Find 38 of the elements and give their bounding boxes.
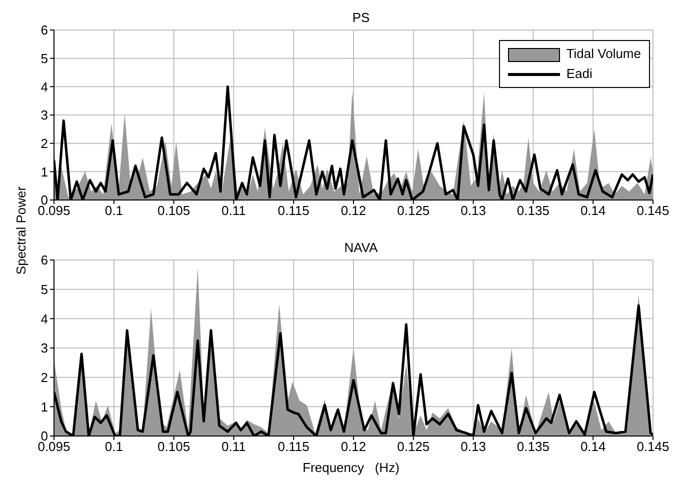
x-tick-label: 0.11	[222, 203, 246, 218]
legend-label: Tidal Volume	[566, 46, 641, 61]
x-tick-label: 0.13	[460, 439, 486, 454]
x-tick-label: 0.115	[278, 439, 310, 454]
y-tick-label: 1	[40, 399, 48, 414]
y-tick-label: 6	[40, 22, 48, 38]
x-tick-label: 0.105	[158, 439, 190, 454]
legend-label: Eadi	[566, 66, 592, 81]
x-tick-label: 0.145	[636, 439, 670, 454]
y-tick-label: 3	[40, 340, 48, 356]
x-tick-label: 0.135	[516, 203, 550, 218]
x-tick-label: 0.14	[580, 439, 606, 454]
x-tick-label: 0.12	[340, 203, 366, 218]
x-axis-title: Frequency (Hz)	[302, 460, 400, 475]
y-tick-label: 1	[40, 164, 48, 180]
x-tick-label: 0.1	[104, 203, 123, 218]
x-tick-label: 0.12	[340, 439, 366, 454]
x-tick-label: 0.1	[104, 439, 123, 454]
y-tick-label: 5	[40, 282, 48, 297]
x-tick-label: 0.11	[222, 439, 246, 454]
y-tick-label: 6	[40, 252, 48, 268]
y-tick-label: 2	[40, 136, 48, 151]
chart-title: PS	[351, 10, 371, 25]
x-tick-label: 0.14	[580, 203, 606, 218]
x-tick-label: 0.105	[158, 203, 190, 218]
y-axis-title: Spectral Power	[14, 185, 28, 277]
y-tick-label: 4	[40, 311, 48, 326]
chart-title: NAVA	[343, 240, 379, 255]
x-tick-label: 0.125	[397, 439, 430, 454]
x-tick-label: 0.135	[516, 439, 550, 454]
x-tick-label: 0.125	[397, 203, 430, 218]
x-tick-label: 0.145	[636, 203, 670, 218]
y-tick-label: 3	[40, 108, 48, 123]
y-tick-label: 2	[40, 370, 48, 385]
x-tick-label: 0.13	[460, 203, 486, 218]
y-tick-label: 4	[40, 79, 48, 94]
x-tick-label: 0.115	[278, 203, 310, 218]
y-tick-label: 5	[40, 50, 48, 66]
